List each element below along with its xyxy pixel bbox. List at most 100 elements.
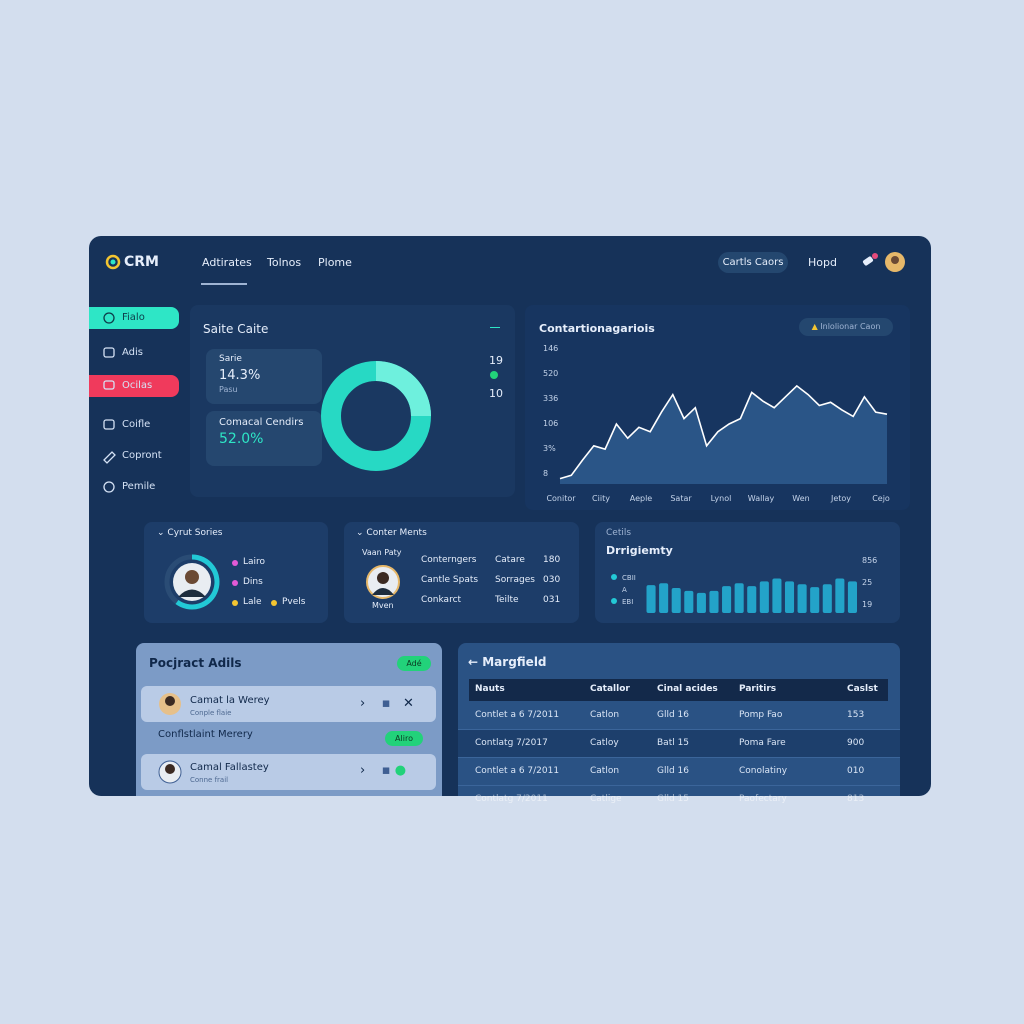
x-tick-label: Aeple	[630, 494, 653, 503]
y-tick-label: 8	[543, 469, 548, 478]
contact-cell: Teilte	[495, 595, 519, 605]
table-header-cell: Catallor	[590, 684, 630, 694]
sidebar-item[interactable]: Copront	[122, 450, 162, 461]
brand: CRM	[124, 254, 159, 270]
table-title: ← Margfield	[468, 655, 547, 669]
stat-label: Comacal Cendirs	[219, 417, 304, 428]
table-cell: Glld 16	[657, 766, 690, 776]
table-cell: Batl 15	[657, 738, 690, 748]
legend-label: A	[622, 586, 627, 594]
legend-label: Lale	[243, 597, 262, 607]
legend-value: 10	[489, 387, 503, 400]
table-cell: Conolatiny	[739, 766, 788, 776]
badge-text: Inlolionar Caon	[820, 322, 881, 331]
card-title: ⌄ Cyrut Sories	[157, 528, 223, 538]
table-cell: Glld 16	[657, 710, 690, 720]
list-item[interactable]	[141, 754, 436, 790]
bar	[784, 581, 795, 613]
y-tick-label: 856	[862, 556, 877, 565]
nav-item[interactable]: Plome	[318, 256, 352, 269]
legend-dot	[611, 598, 617, 604]
donut	[321, 361, 431, 471]
chevron[interactable]: › ▪ ✕	[360, 696, 414, 711]
logo	[105, 254, 121, 270]
table-row	[458, 730, 900, 758]
table-header-cell: Caslst	[847, 684, 878, 694]
card-title: Drrigiemty	[606, 544, 673, 557]
bar	[734, 583, 744, 613]
stat-value: 52.0%	[219, 431, 264, 447]
item-sub: Conne frail	[190, 776, 229, 784]
nav-item[interactable]: Adtirates	[202, 256, 252, 269]
table-cell: 010	[847, 766, 865, 776]
legend-dot	[490, 371, 498, 379]
sidebar-item[interactable]: Pemile	[122, 481, 156, 492]
table-cell: Contlatg 7/2011	[475, 794, 548, 804]
chevron[interactable]: › ▪ ●	[360, 763, 407, 778]
sidebar-icons	[103, 312, 116, 493]
bar	[772, 578, 782, 613]
chart-badge: ▲ Inlolionar Caon	[799, 318, 893, 336]
legend-label: Dins	[243, 577, 263, 587]
section-label: Conflstlaint Merery	[158, 729, 253, 740]
legend-dot	[232, 560, 238, 566]
person-sub: Mven	[372, 601, 394, 610]
avatar	[366, 565, 400, 599]
card-title: ⌄ Conter Ments	[356, 528, 427, 538]
table-cell: Contlatg 7/2017	[475, 738, 548, 748]
title-text: Conter Ments	[366, 528, 427, 538]
stat-box	[206, 411, 322, 466]
nav-item[interactable]: Tolnos	[267, 256, 302, 269]
series-card	[144, 522, 328, 623]
table-header-cell: Nauts	[475, 684, 505, 694]
table-cell: Pomp Fao	[739, 710, 783, 720]
table-cell: Catlon	[590, 710, 620, 720]
y-tick-label: 146	[543, 344, 558, 353]
list-item[interactable]	[141, 686, 436, 722]
table-cell: Contlet a 6 7/2011	[475, 710, 560, 720]
y-tick-label: 3%	[543, 444, 556, 453]
item-name: Camal Fallastey	[190, 762, 269, 773]
table-cell: Paofectary	[739, 794, 787, 804]
table-cell: Contlet a 6 7/2011	[475, 766, 560, 776]
avatar	[159, 693, 181, 715]
x-tick-label: Satar	[670, 494, 692, 503]
table-row	[458, 702, 900, 730]
bar	[822, 584, 832, 613]
header-link[interactable]: Hopd	[808, 256, 837, 269]
sidebar-item[interactable]: Coifle	[122, 419, 151, 430]
legend-value: 19	[489, 354, 503, 367]
x-tick-label: Cejo	[872, 494, 890, 503]
bar	[747, 586, 757, 613]
sidebar-item[interactable]: Fialo	[89, 307, 179, 329]
contact-cell: Cantle Spats	[421, 575, 479, 585]
sidebar-item[interactable]: Adis	[122, 347, 144, 358]
table-row	[458, 758, 900, 786]
y-tick-label: 520	[543, 369, 558, 378]
header-icons	[862, 252, 905, 272]
x-tick-label: Wallay	[748, 494, 775, 503]
x-tick-label: Wen	[792, 494, 809, 503]
legend-label: EBI	[622, 598, 633, 606]
legend-label: Lairo	[243, 557, 266, 567]
bar	[696, 592, 706, 613]
stat-value: 14.3%	[219, 368, 261, 383]
stat-note: Pasu	[219, 385, 238, 394]
bar	[671, 588, 681, 613]
header-button[interactable]: Cartls Caors	[718, 252, 788, 273]
title-text: Margfield	[482, 655, 547, 669]
bar	[646, 585, 656, 613]
table-header-cell: Paritirs	[739, 684, 777, 694]
badge: Adé	[397, 656, 431, 671]
x-tick-label: Ciity	[592, 494, 610, 503]
stat-label: Sarie	[219, 354, 242, 364]
bar-chart: CBII A EBI 856 25 19	[611, 556, 877, 613]
stat-box	[206, 349, 322, 404]
legend-label: CBII	[622, 574, 636, 582]
contact-cell: Conkarct	[421, 595, 462, 605]
bar	[722, 586, 732, 613]
table-cell: Glld 15	[657, 794, 690, 804]
y-tick-label: 19	[862, 600, 872, 609]
table-cell: Poma Fare	[739, 738, 786, 748]
